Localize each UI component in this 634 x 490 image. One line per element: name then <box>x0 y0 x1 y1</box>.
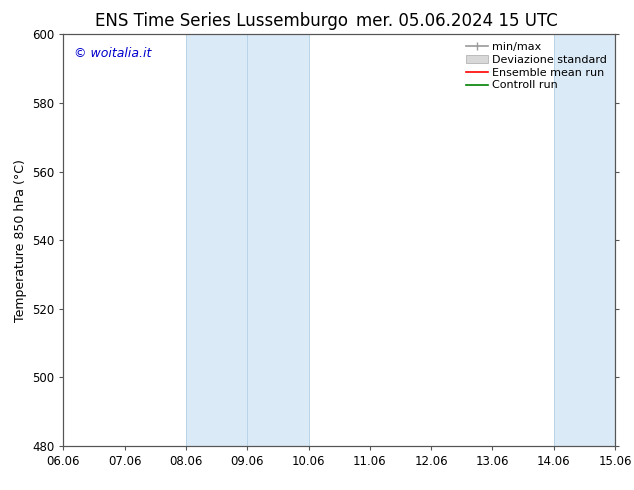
Y-axis label: Temperature 850 hPa (°C): Temperature 850 hPa (°C) <box>13 159 27 321</box>
Text: ENS Time Series Lussemburgo: ENS Time Series Lussemburgo <box>95 12 349 30</box>
Legend: min/max, Deviazione standard, Ensemble mean run, Controll run: min/max, Deviazione standard, Ensemble m… <box>461 38 612 95</box>
Bar <box>553 34 615 446</box>
Bar <box>186 34 309 446</box>
Text: © woitalia.it: © woitalia.it <box>74 47 152 60</box>
Text: mer. 05.06.2024 15 UTC: mer. 05.06.2024 15 UTC <box>356 12 557 30</box>
